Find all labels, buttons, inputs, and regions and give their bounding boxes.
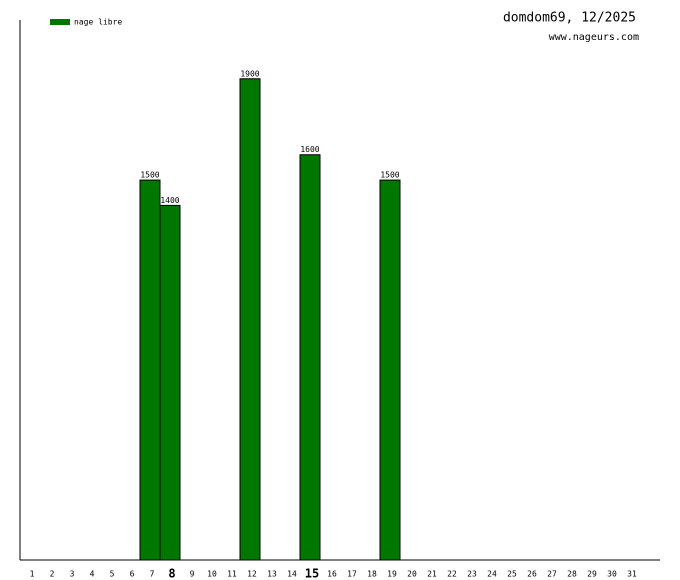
x-tick-label: 16 bbox=[327, 570, 337, 579]
x-tick-label: 11 bbox=[227, 570, 237, 579]
bar bbox=[239, 78, 261, 561]
x-tick-label: 18 bbox=[367, 570, 377, 579]
x-tick-label: 17 bbox=[347, 570, 357, 579]
x-tick-label: 24 bbox=[487, 570, 497, 579]
x-tick-label: 31 bbox=[627, 570, 637, 579]
value-label: 1500 bbox=[140, 171, 159, 180]
x-tick-label: 30 bbox=[607, 570, 617, 579]
x-tick-label: 13 bbox=[267, 570, 277, 579]
x-tick-label: 20 bbox=[407, 570, 417, 579]
value-label: 1900 bbox=[240, 69, 259, 78]
x-tick-label: 27 bbox=[547, 570, 557, 579]
value-label: 1500 bbox=[380, 171, 399, 180]
x-tick-label: 28 bbox=[567, 570, 577, 579]
x-tick-label: 3 bbox=[70, 570, 75, 579]
x-tick-label: 2 bbox=[50, 570, 55, 579]
value-label: 1600 bbox=[300, 145, 319, 154]
chart-title: domdom69, 12/2025 bbox=[503, 11, 636, 26]
x-tick-label: 4 bbox=[90, 570, 95, 579]
x-tick-label: 14 bbox=[287, 570, 297, 579]
x-tick-label: 6 bbox=[130, 570, 135, 579]
x-tick-label: 21 bbox=[427, 570, 437, 579]
bar bbox=[159, 204, 181, 561]
x-tick-label: 1 bbox=[30, 570, 35, 579]
chart-subtitle: www.nageurs.com bbox=[549, 32, 639, 43]
bar bbox=[139, 179, 161, 561]
legend-swatch bbox=[50, 19, 70, 25]
bar bbox=[299, 154, 321, 561]
x-tick-label: 25 bbox=[507, 570, 517, 579]
x-tick-label: 26 bbox=[527, 570, 537, 579]
x-tick-label: 10 bbox=[207, 570, 217, 579]
x-tick-label: 12 bbox=[247, 570, 257, 579]
x-tick-label: 5 bbox=[110, 570, 115, 579]
x-tick-label: 23 bbox=[467, 570, 477, 579]
x-tick-label: 22 bbox=[447, 570, 457, 579]
value-label: 1400 bbox=[160, 196, 179, 205]
x-tick-label: 8 bbox=[168, 567, 175, 580]
bar bbox=[379, 179, 401, 561]
x-tick-label: 29 bbox=[587, 570, 597, 579]
legend-label: nage libre bbox=[74, 18, 122, 27]
x-tick-label: 9 bbox=[190, 570, 195, 579]
x-tick-label: 15 bbox=[305, 567, 319, 580]
x-tick-label: 7 bbox=[150, 570, 155, 579]
x-tick-label: 19 bbox=[387, 570, 397, 579]
